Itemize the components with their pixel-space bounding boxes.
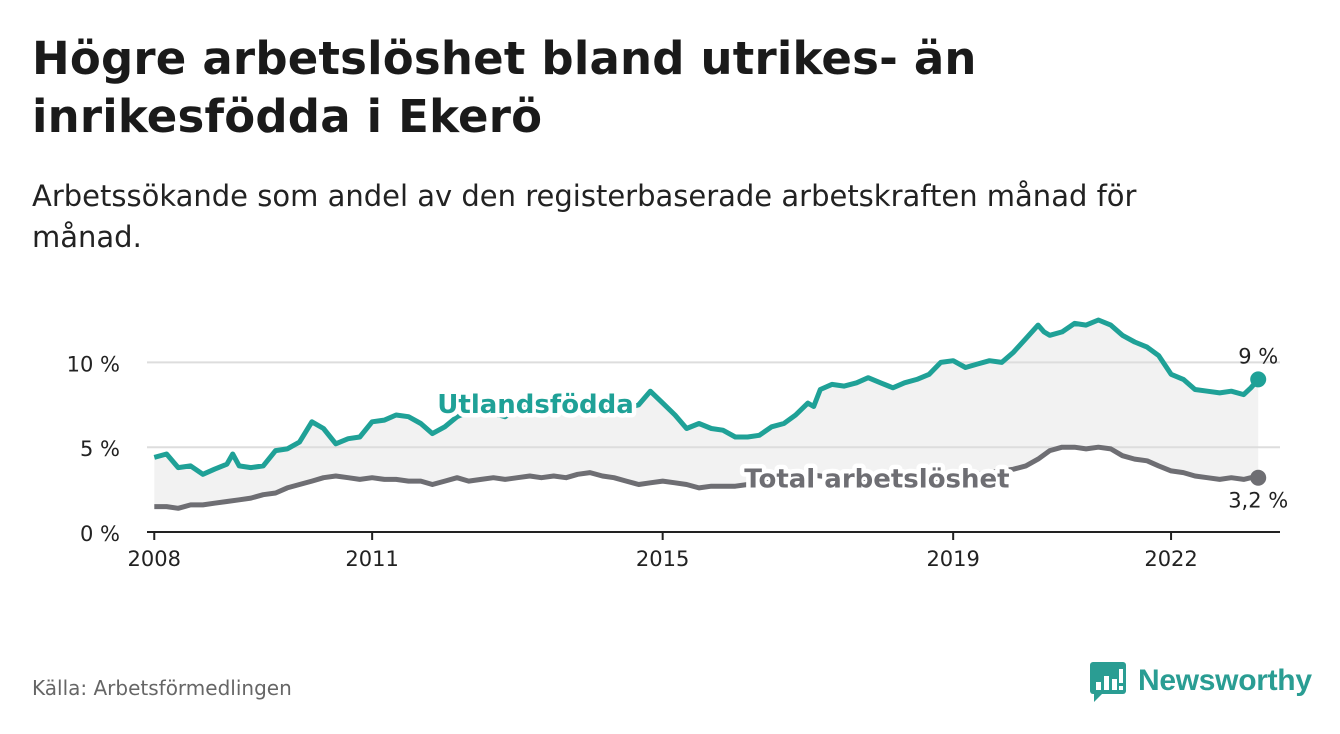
series-label-utlandsfodda: Utlandsfödda (437, 390, 634, 420)
x-tick-label: 2019 (926, 547, 979, 571)
newsworthy-logo[interactable]: Newsworthy (1088, 660, 1312, 702)
bar-chart-icon (1090, 662, 1126, 702)
series-line-utlandsfodda (153, 317, 1261, 477)
end-marker-total (1250, 469, 1267, 486)
axes: 0 % 5 % 10 % 2008 2011 2015 2019 2022 (67, 352, 1280, 571)
y-tick-label: 10 % (67, 352, 120, 376)
end-label-utlandsfodda: 9 % (1238, 344, 1278, 368)
y-tick-label: 5 % (80, 437, 120, 461)
x-tick-label: 2011 (345, 547, 398, 571)
area-between-series (154, 320, 1259, 509)
y-tick-label: 0 % (80, 522, 120, 546)
series-labels: 9 % 3,2 % Utlandsfödda Total arbetslöshet (433, 344, 1288, 513)
chart-title: Högre arbetslöshet bland utrikes- än inr… (32, 32, 977, 143)
x-tick-label: 2008 (128, 547, 181, 571)
series-lines (153, 317, 1267, 511)
logo-text: Newsworthy (1138, 664, 1312, 697)
x-tick-label: 2015 (636, 547, 689, 571)
end-marker-utlandsfodda (1250, 371, 1267, 388)
line-chart: 0 % 5 % 10 % 2008 2011 2015 2019 2022 9 % 3,2 % U… (67, 317, 1288, 571)
difference-band (154, 320, 1259, 509)
x-tick-label: 2022 (1144, 547, 1197, 571)
series-line-total (154, 444, 1259, 511)
chart-subtitle: Arbetssökande som andel av den registerb… (32, 179, 1137, 254)
end-label-total: 3,2 % (1228, 489, 1288, 513)
series-label-total: Total arbetslöshet (744, 465, 1009, 495)
source-note: Källa: Arbetsförmedlingen (32, 676, 292, 700)
